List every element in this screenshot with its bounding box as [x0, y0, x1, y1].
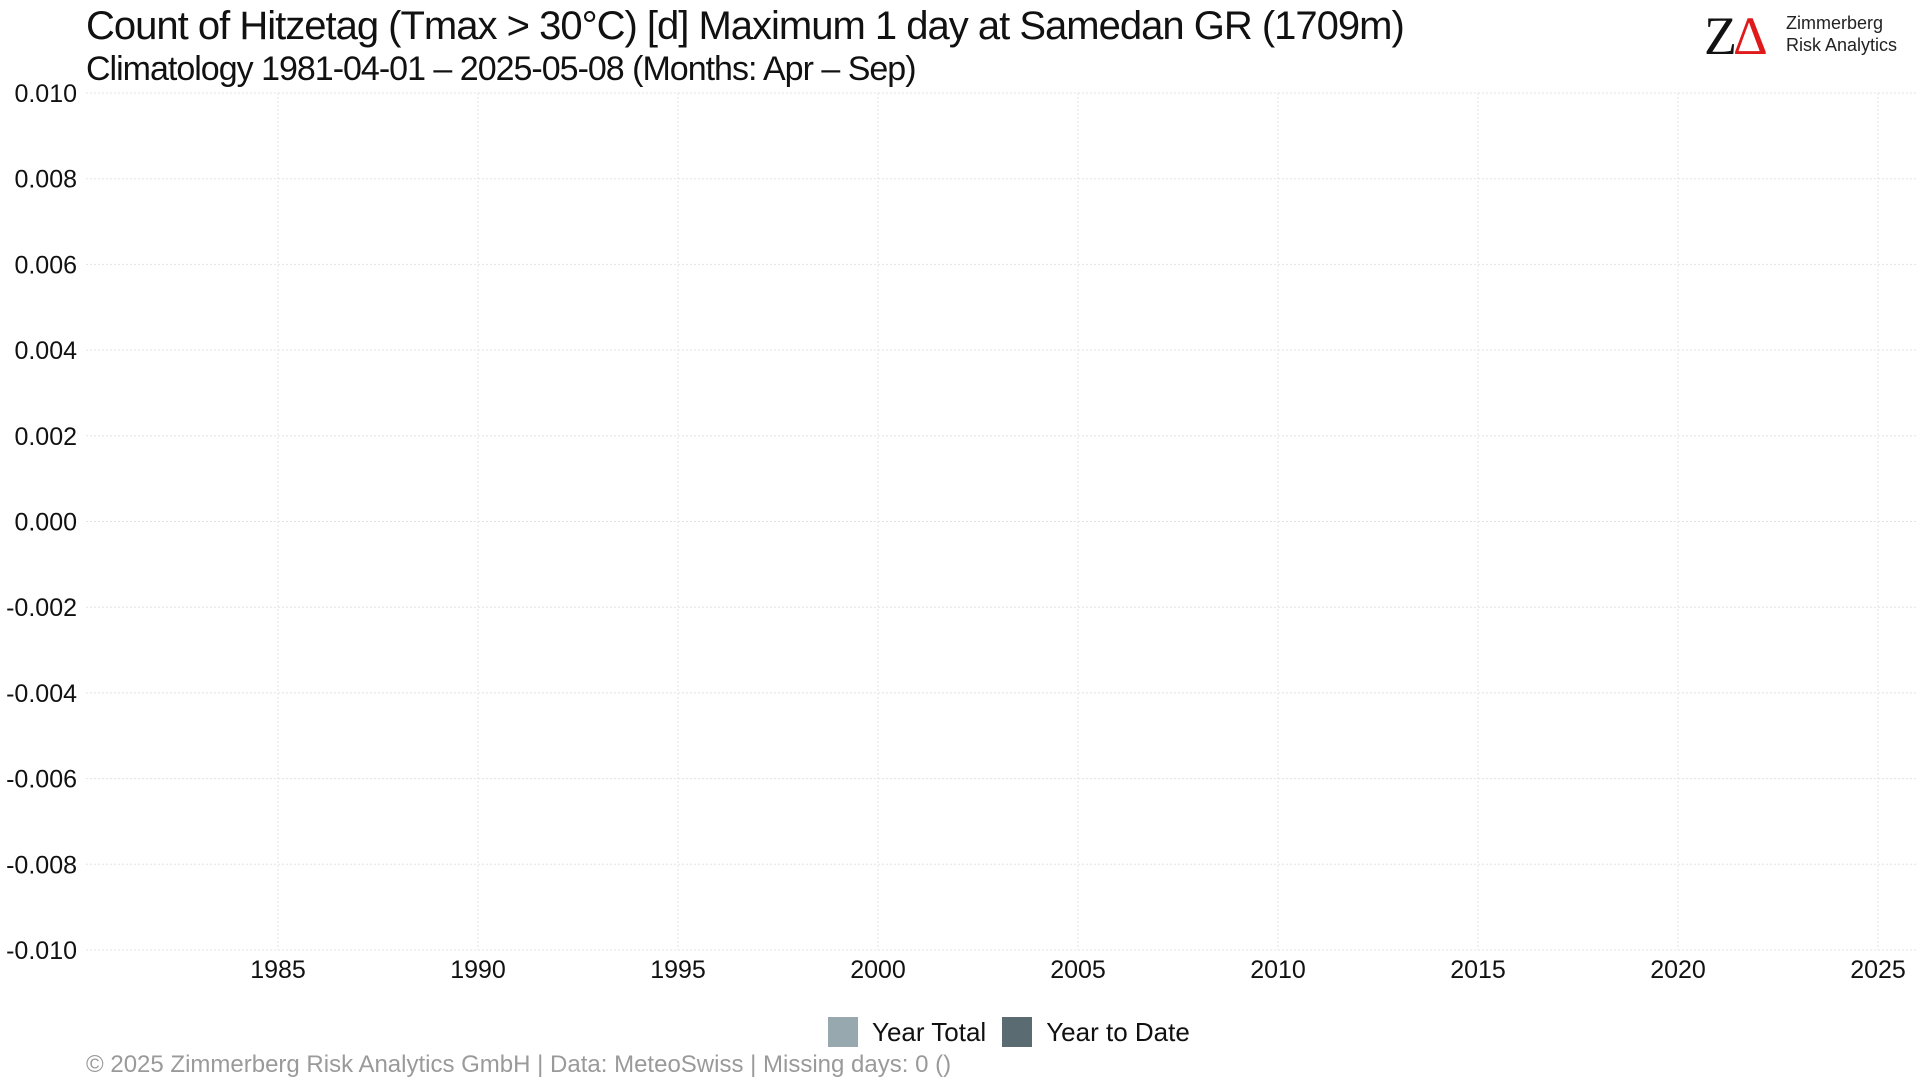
chart-legend: Year Total Year to Date — [828, 1016, 1206, 1048]
logo-mark: ZΔ — [1704, 6, 1768, 66]
y-tick-label: 0.000 — [14, 509, 77, 537]
y-tick-label: -0.002 — [6, 594, 77, 622]
x-tick-label: 1995 — [650, 956, 706, 984]
legend-swatch-year-total — [828, 1017, 858, 1047]
x-tick-label: 1985 — [250, 956, 306, 984]
y-tick-label: 0.008 — [14, 166, 77, 194]
y-tick-label: -0.010 — [6, 937, 77, 965]
logo-z-glyph: Z — [1704, 6, 1737, 66]
x-tick-label: 2005 — [1050, 956, 1106, 984]
x-tick-label: 2025 — [1850, 956, 1906, 984]
x-tick-label: 1990 — [450, 956, 506, 984]
y-tick-label: 0.010 — [14, 80, 77, 108]
logo-wordmark: Zimmerberg Risk Analytics — [1786, 12, 1897, 56]
x-axis-ticks: 1985 1990 1995 2000 2005 2010 2015 2020 2025 — [250, 956, 1906, 984]
legend-label-year-to-date: Year to Date — [1046, 1016, 1190, 1047]
y-tick-label: 0.006 — [14, 251, 77, 279]
x-tick-label: 2020 — [1650, 956, 1706, 984]
legend-item-year-total: Year Total — [828, 1017, 986, 1048]
y-tick-label: -0.006 — [6, 766, 77, 794]
y-tick-label: 0.004 — [14, 337, 77, 365]
legend-swatch-year-to-date — [1002, 1017, 1033, 1047]
logo-line-2: Risk Analytics — [1786, 35, 1898, 55]
legend-label-year-total: Year Total — [872, 1016, 987, 1047]
y-tick-label: 0.002 — [14, 423, 77, 451]
y-axis-ticks: 0.010 0.008 0.006 0.004 0.002 0.000 -0.002 -0.0… — [6, 80, 77, 965]
legend-item-year-to-date: Year to Date — [1002, 1017, 1190, 1048]
grid-layer — [86, 92, 1918, 951]
x-tick-label: 2015 — [1450, 956, 1506, 984]
chart-title: Count of Hitzetag (Tmax > 30°C) [d] Maxi… — [86, 4, 1405, 48]
x-tick-label: 2000 — [850, 956, 906, 984]
copyright-footer: © 2025 Zimmerberg Risk Analytics GmbH | … — [86, 1051, 952, 1078]
logo-delta-glyph: Δ — [1733, 6, 1768, 66]
logo-line-1: Zimmerberg — [1786, 13, 1884, 33]
y-tick-label: -0.004 — [6, 680, 77, 708]
chart-subtitle: Climatology 1981-04-01 – 2025-05-08 (Mon… — [86, 50, 917, 88]
x-tick-label: 2010 — [1250, 956, 1306, 984]
company-logo: ZΔ Zimmerberg Risk Analytics — [1704, 8, 1904, 64]
y-tick-label: -0.008 — [6, 851, 77, 879]
